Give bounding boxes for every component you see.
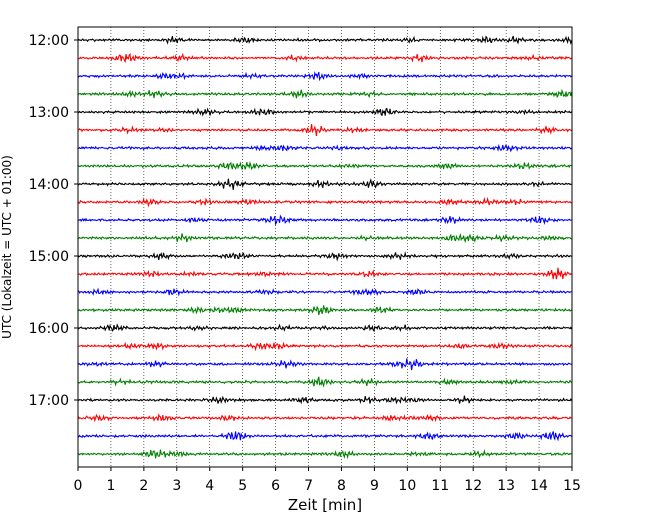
y-tick-label: 15:00 (29, 249, 69, 265)
trace-1300 (77, 107, 573, 117)
x-tick-label: 1 (106, 478, 115, 494)
x-tick-label: 10 (398, 478, 416, 494)
trace-1700 (77, 395, 573, 405)
trace-1500 (77, 251, 572, 262)
trace-1330 (77, 143, 573, 153)
x-tick-label: 4 (205, 478, 214, 494)
x-tick-label: 5 (238, 478, 247, 494)
trace-1730 (77, 431, 572, 442)
x-tick-label: 12 (464, 478, 482, 494)
x-tick-label: 8 (337, 478, 346, 494)
x-tick-label: 9 (370, 478, 379, 494)
seismogram-traces (77, 35, 573, 460)
trace-1430 (77, 214, 572, 226)
x-tick-label: 7 (304, 478, 313, 494)
trace-1245 (77, 88, 573, 99)
trace-1215 (77, 52, 572, 63)
trace-1645 (77, 376, 573, 388)
x-tick-label: 6 (271, 478, 280, 494)
trace-1415 (77, 196, 572, 208)
x-tick-label: 15 (563, 478, 581, 494)
x-tick-label: 0 (74, 478, 83, 494)
y-axis-label: UTC (Lokalzeit = UTC + 01:00) (0, 155, 14, 339)
x-tick-label: 13 (497, 478, 515, 494)
y-tick-label: 12:00 (29, 33, 69, 49)
x-tick-label: 14 (530, 478, 548, 494)
trace-1200 (77, 35, 573, 46)
trace-1315 (77, 124, 572, 137)
plot-background (78, 27, 572, 467)
trace-1545 (77, 305, 573, 316)
trace-1230 (77, 71, 572, 82)
trace-1345 (77, 160, 572, 171)
x-tick-label: 2 (139, 478, 148, 494)
trace-1400 (77, 178, 572, 190)
y-tick-label: 14:00 (29, 177, 69, 193)
trace-1745 (77, 448, 572, 460)
x-grid-lines (110, 27, 540, 467)
trace-1630 (77, 358, 572, 371)
x-axis-ticks: 0 1 2 3 4 5 6 7 8 9 10 11 12 13 14 15 (74, 467, 581, 494)
trace-1600 (77, 323, 573, 333)
x-tick-label: 3 (172, 478, 181, 494)
y-tick-label: 13:00 (29, 105, 69, 121)
trace-1515 (77, 267, 572, 280)
trace-1615 (77, 341, 572, 352)
y-tick-label: 16:00 (29, 321, 69, 337)
trace-1715 (77, 413, 572, 423)
plot-frame (77, 26, 573, 468)
y-axis-ticks: 12:00 13:00 14:00 15:00 16:00 17:00 (29, 33, 78, 409)
x-tick-label: 11 (431, 478, 449, 494)
y-tick-label: 17:00 (29, 393, 69, 409)
trace-1530 (77, 287, 572, 297)
x-axis-label: Zeit [min] (288, 496, 362, 514)
trace-1445 (77, 233, 572, 244)
